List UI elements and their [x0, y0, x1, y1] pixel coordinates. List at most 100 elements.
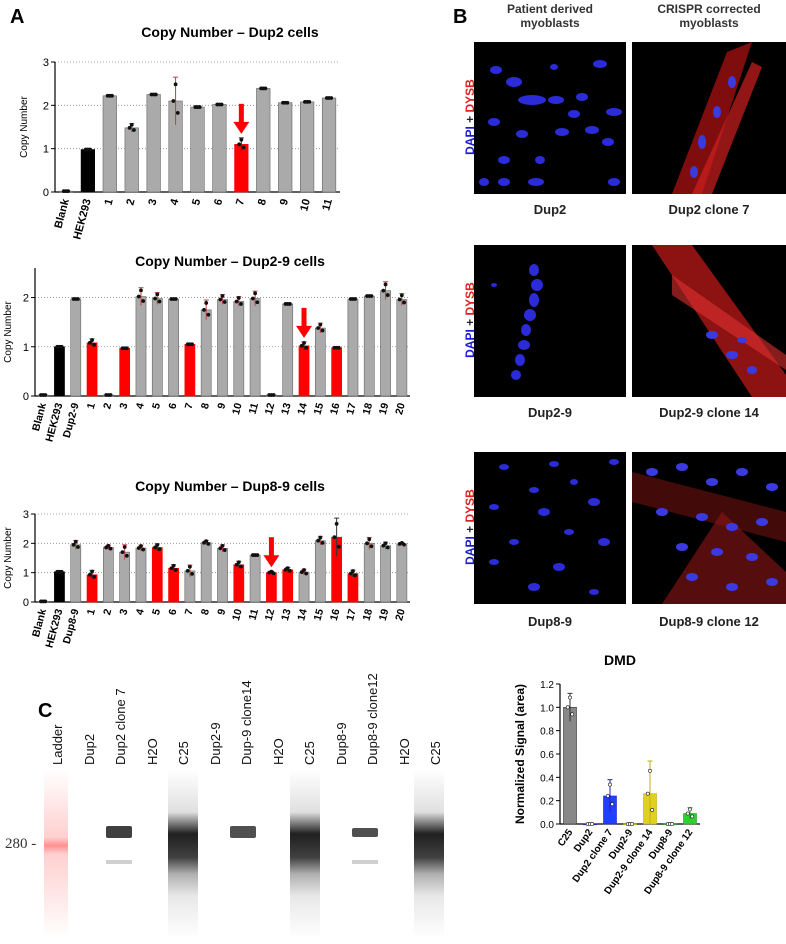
y-tick-label: 3 — [43, 57, 49, 69]
y-tick-label: 2 — [23, 538, 29, 550]
data-point — [381, 288, 386, 293]
gel-lane-label: H2O — [144, 738, 160, 765]
data-point — [610, 802, 615, 807]
data-point — [348, 571, 353, 576]
data-point — [383, 282, 388, 287]
x-tick-label: 4 — [168, 197, 181, 207]
bar — [363, 543, 375, 603]
data-point — [190, 571, 194, 576]
x-tick-label: 19 — [377, 402, 392, 417]
bar — [70, 298, 82, 397]
data-point — [76, 297, 80, 301]
y-tick-label: 0.0 — [540, 820, 554, 831]
data-point — [87, 340, 92, 345]
data-point — [139, 288, 143, 293]
data-point — [402, 300, 406, 305]
y-tick-label: 0 — [43, 187, 49, 199]
y-tick-label: 0.8 — [540, 727, 554, 738]
x-tick-label: 5 — [150, 402, 163, 411]
gel-lane-label: Dup8-9 — [333, 722, 349, 765]
nuclei-dup2 — [479, 60, 622, 186]
data-point — [139, 544, 143, 548]
gel-lane-label: Dup8-9 clone12 — [365, 673, 380, 765]
x-tick-label: 14 — [295, 608, 310, 623]
bar — [314, 327, 326, 397]
y-tick-label: 1 — [43, 144, 49, 156]
x-tick-label: 5 — [190, 198, 203, 207]
data-point — [76, 545, 80, 549]
arrow-head — [296, 325, 313, 338]
bar — [396, 299, 408, 397]
data-point — [71, 542, 76, 547]
data-point — [332, 535, 337, 540]
data-point — [336, 544, 341, 549]
data-point — [204, 539, 209, 544]
bar — [300, 101, 315, 193]
bar — [282, 569, 294, 603]
x-tick-label: 8 — [199, 402, 212, 411]
bar — [190, 106, 205, 193]
bar — [119, 347, 131, 397]
x-tick-label: 7 — [183, 402, 196, 411]
x-tick-label: 11 — [320, 198, 335, 212]
gel-lane-label: Dup-9 clone14 — [239, 680, 254, 765]
gel-lane-label: Ladder — [50, 724, 65, 765]
data-point — [650, 808, 655, 812]
bar — [380, 545, 391, 603]
y-tick-label: 1 — [23, 342, 29, 354]
data-point — [320, 540, 325, 545]
bar — [347, 298, 359, 397]
bar — [54, 571, 65, 603]
data-point — [565, 705, 570, 710]
data-point — [218, 546, 223, 551]
data-point — [153, 296, 157, 301]
y-tick-label: 0.4 — [540, 773, 554, 784]
x-tick-label: 4 — [134, 608, 147, 617]
x-tick-label: 8 — [199, 608, 212, 617]
data-point — [141, 299, 146, 303]
caption-dup8-9-clone12: Dup8-9 clone 12 — [659, 614, 759, 629]
plus-label: + — [463, 315, 477, 330]
data-point — [171, 99, 176, 103]
x-tick-label: 1 — [103, 198, 116, 207]
data-point — [206, 312, 211, 317]
y-tick-label: 3 — [23, 509, 29, 521]
data-point — [239, 137, 244, 142]
gel-lane-label: H2O — [270, 738, 286, 765]
x-tick-label: 7 — [183, 608, 196, 617]
data-point — [237, 142, 242, 147]
y-tick-label: 0 — [23, 597, 29, 609]
data-point — [124, 346, 129, 351]
data-point — [365, 541, 369, 546]
arrow-shaft — [238, 103, 244, 124]
y-axis-label: Normalized Signal (area) — [513, 684, 527, 824]
caption-dup2: Dup2 — [533, 202, 567, 217]
data-point — [590, 822, 595, 826]
data-point — [43, 393, 48, 397]
x-tick-label: 2 — [101, 402, 114, 411]
gel-lane-label: H2O — [396, 738, 412, 765]
bar — [168, 567, 179, 603]
data-point — [157, 299, 162, 304]
chart3-title: Copy Number – Dup8-9 cells — [135, 478, 325, 494]
arrow-shaft — [268, 537, 274, 558]
data-point — [173, 297, 178, 301]
panel-label-b: B — [453, 6, 468, 28]
data-point — [381, 543, 386, 548]
data-point — [288, 302, 292, 306]
data-point — [385, 293, 390, 297]
y-tick-label: 0.2 — [540, 797, 554, 808]
data-point — [236, 560, 241, 565]
y-tick-label: 2 — [23, 293, 29, 305]
data-point — [157, 547, 162, 552]
data-point — [299, 343, 304, 348]
x-tick-label: 20 — [393, 402, 408, 417]
bar — [200, 542, 212, 603]
data-point — [155, 543, 160, 547]
dapi-label: DAPI — [463, 536, 477, 565]
data-point — [255, 553, 260, 557]
bar — [184, 344, 196, 397]
data-point — [255, 300, 260, 305]
data-point — [605, 794, 610, 798]
